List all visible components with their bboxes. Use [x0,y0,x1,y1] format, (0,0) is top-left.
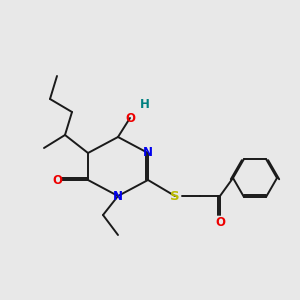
Text: N: N [113,190,123,202]
Text: O: O [52,173,62,187]
Text: O: O [125,112,135,124]
Text: N: N [143,146,153,160]
Text: O: O [215,217,225,230]
Text: S: S [170,190,180,202]
Text: H: H [140,98,150,112]
